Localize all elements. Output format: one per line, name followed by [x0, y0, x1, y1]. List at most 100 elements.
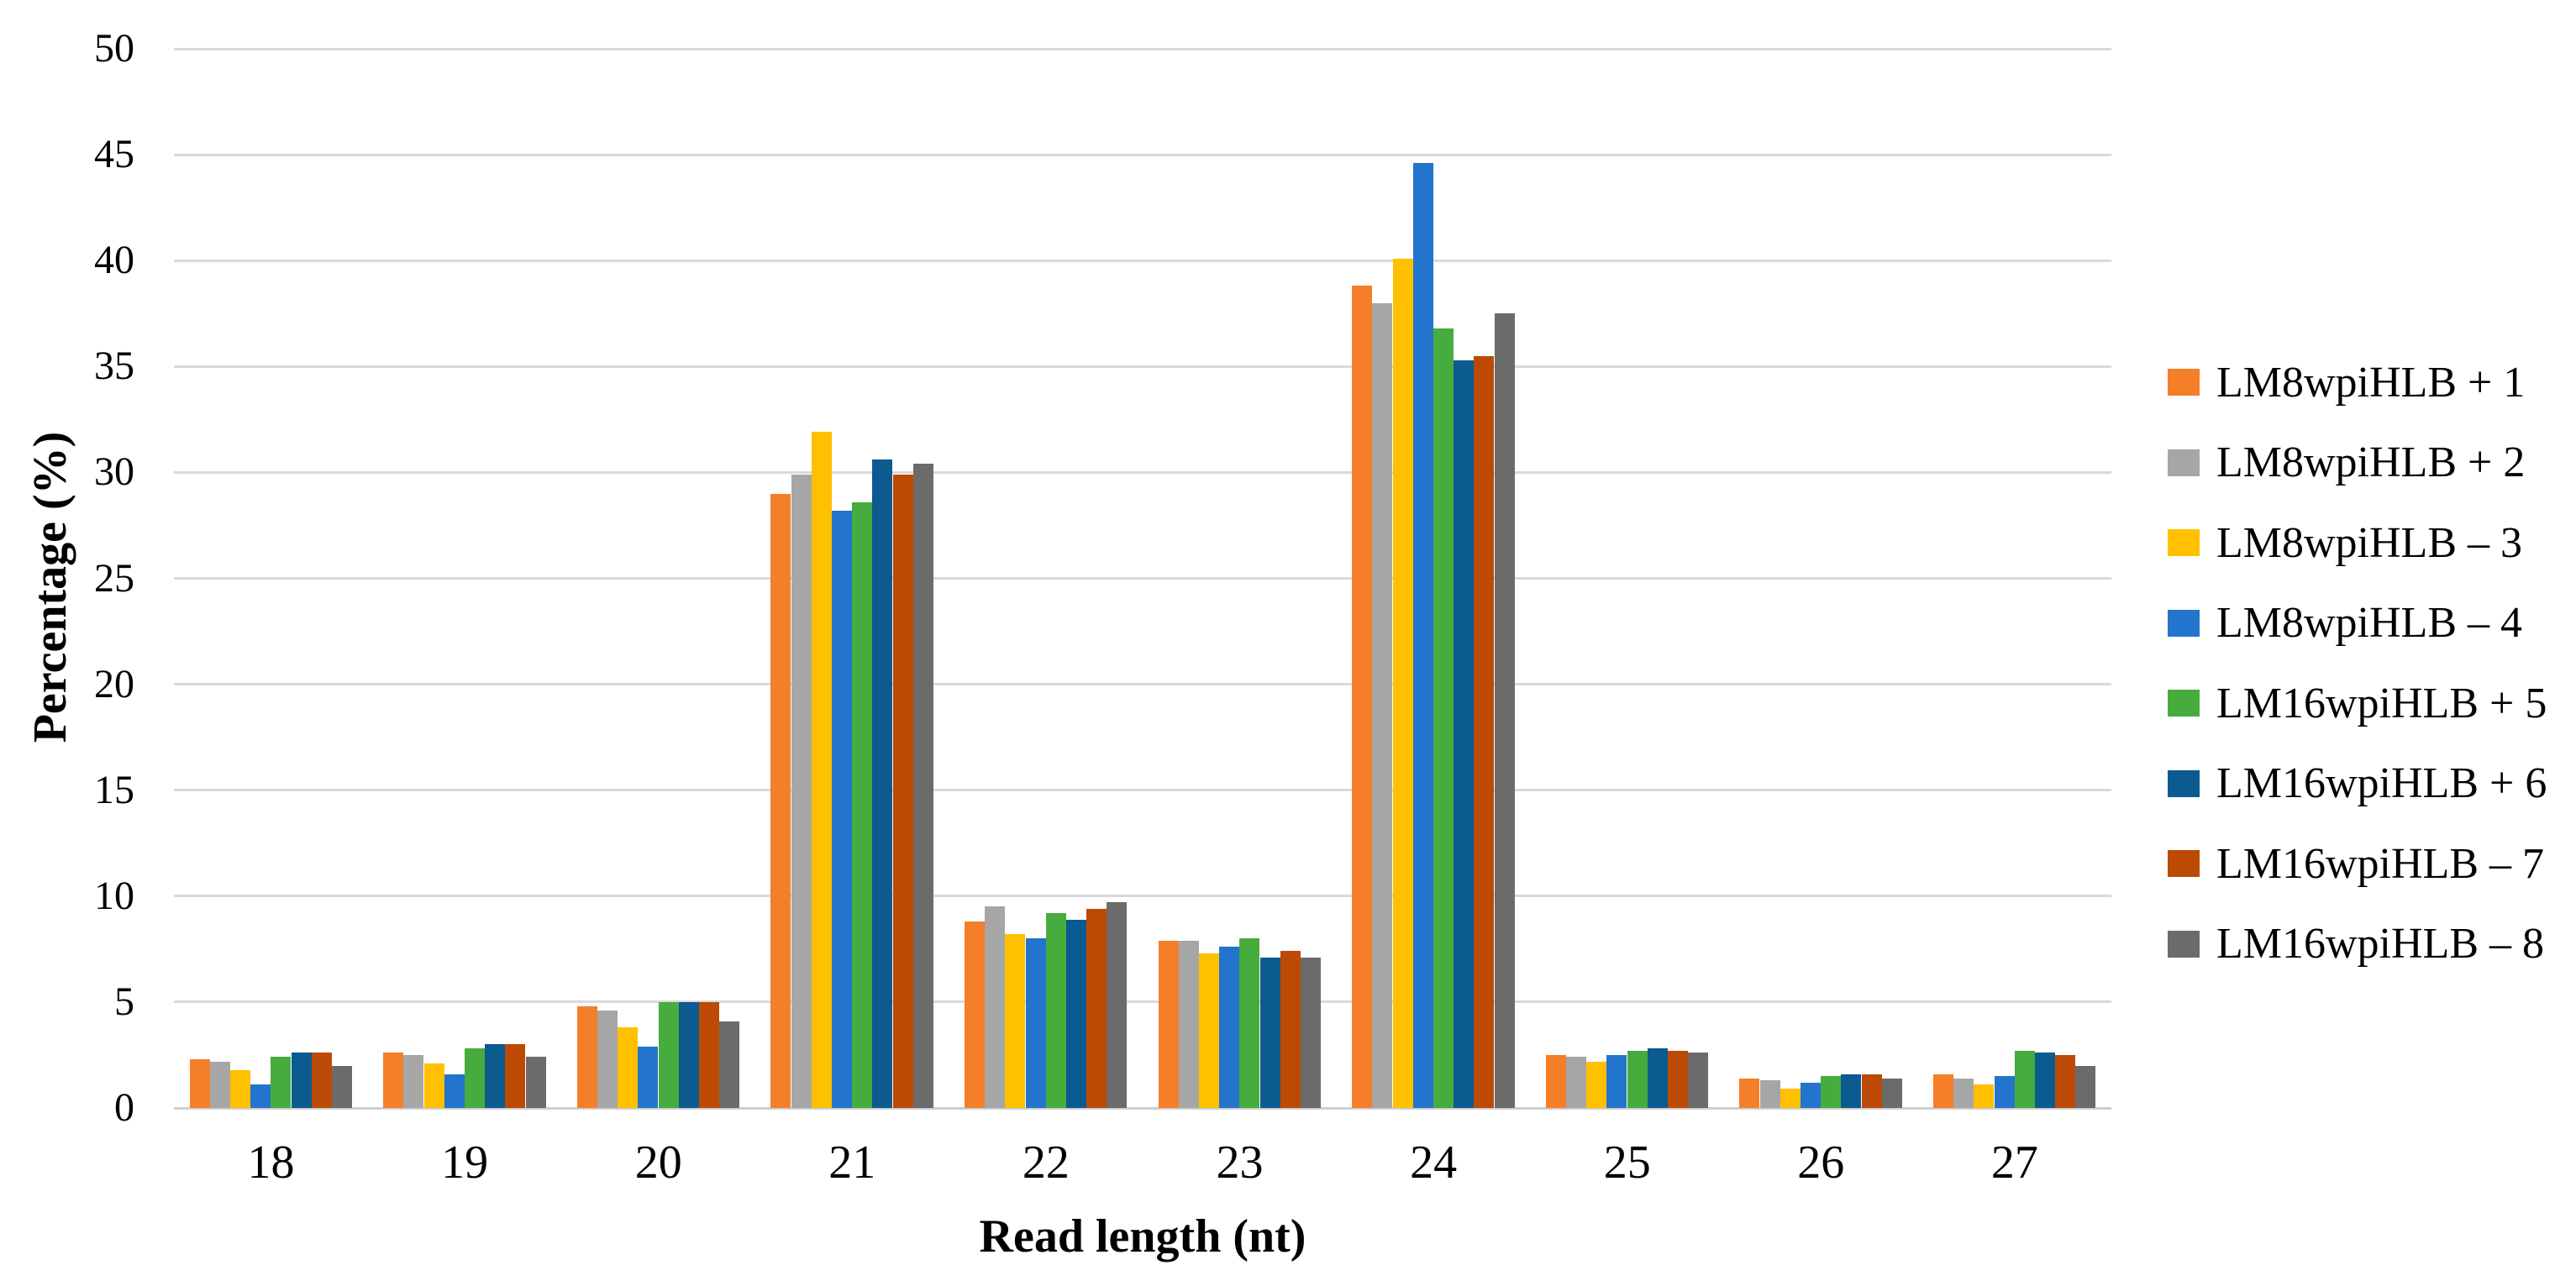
bar [1861, 1074, 1882, 1108]
y-tick-label: 15 [94, 767, 134, 812]
bar [1158, 940, 1179, 1108]
bar [1647, 1048, 1668, 1108]
bar [770, 493, 791, 1108]
x-axis-title: Read length (nt) [979, 1210, 1306, 1263]
bar [811, 432, 832, 1108]
bar [852, 501, 873, 1108]
x-axis-line [174, 1106, 2111, 1110]
bar [1688, 1053, 1709, 1108]
bar [1841, 1074, 1862, 1108]
bar [1065, 919, 1087, 1108]
x-tick-label: 26 [1797, 1137, 1845, 1189]
y-tick-label: 25 [94, 555, 134, 601]
y-tick-label: 30 [94, 449, 134, 495]
legend-label: LM8wpiHLB + 2 [2216, 438, 2526, 486]
bar [1280, 951, 1301, 1108]
bar [423, 1063, 444, 1108]
bar [1433, 328, 1454, 1108]
gridline [174, 365, 2111, 368]
gridline [174, 259, 2111, 262]
bar [1300, 957, 1322, 1108]
legend-swatch-icon [2168, 850, 2200, 877]
bar [505, 1044, 526, 1108]
bar [1759, 1080, 1780, 1108]
bar [1821, 1076, 1842, 1108]
x-tick-label: 18 [247, 1137, 295, 1189]
legend-swatch-icon [2168, 930, 2200, 958]
legend-item: LM8wpiHLB – 3 [2168, 516, 2522, 570]
bar [698, 1001, 720, 1108]
legend-label: LM16wpiHLB + 6 [2216, 759, 2547, 807]
bar [291, 1053, 312, 1108]
legend-label: LM8wpiHLB – 3 [2216, 518, 2522, 567]
legend-swatch-icon [2168, 609, 2200, 637]
bar [892, 474, 913, 1108]
bar [2034, 1053, 2056, 1108]
bar [985, 906, 1006, 1108]
bar [1392, 258, 1413, 1108]
legend-item: LM8wpiHLB + 1 [2168, 355, 2525, 409]
bar [1606, 1054, 1627, 1108]
bar [1667, 1050, 1689, 1108]
bar [1239, 938, 1260, 1108]
legend-item: LM8wpiHLB – 4 [2168, 596, 2522, 650]
plot-area [174, 47, 2111, 1110]
x-tick-label: 19 [441, 1137, 489, 1189]
legend-label: LM16wpiHLB – 8 [2216, 920, 2544, 968]
bar [1412, 163, 1433, 1108]
y-tick-label: 0 [114, 1085, 134, 1130]
x-tick-label: 21 [828, 1137, 876, 1189]
bar [1454, 360, 1475, 1108]
bar [719, 1021, 740, 1108]
bar [1627, 1050, 1648, 1108]
bar [872, 459, 893, 1108]
x-tick-label: 25 [1603, 1137, 1651, 1189]
bar [1800, 1082, 1822, 1108]
bar [1881, 1078, 1902, 1108]
bar [1178, 940, 1199, 1108]
x-tick-label: 24 [1410, 1137, 1458, 1189]
bar [1086, 908, 1107, 1108]
bar [1974, 1084, 1995, 1108]
bar [1780, 1089, 1801, 1108]
legend-swatch-icon [2168, 529, 2200, 556]
bar [229, 1069, 251, 1108]
legend-item: LM16wpiHLB – 7 [2168, 837, 2544, 890]
bar [464, 1048, 486, 1108]
bar [1545, 1054, 1566, 1108]
bar [1005, 934, 1026, 1108]
bar [1198, 953, 1220, 1108]
bar [1739, 1078, 1760, 1108]
gridline [174, 789, 2111, 792]
bar [271, 1057, 292, 1108]
legend-swatch-icon [2168, 369, 2200, 396]
gridline [174, 577, 2111, 580]
gridline [174, 683, 2111, 686]
bar [1494, 313, 1515, 1108]
x-tick-label: 20 [634, 1137, 682, 1189]
bar [1107, 902, 1128, 1108]
bar [1219, 947, 1240, 1108]
gridline [174, 895, 2111, 898]
bar [678, 1001, 699, 1108]
legend-item: LM16wpiHLB + 6 [2168, 757, 2547, 811]
legend-swatch-icon [2168, 690, 2200, 717]
bar [1565, 1057, 1587, 1108]
bar [209, 1061, 230, 1108]
y-tick-label: 5 [114, 979, 134, 1024]
y-tick-label: 35 [94, 344, 134, 389]
y-tick-label: 20 [94, 661, 134, 706]
bar [658, 1001, 679, 1108]
legend: LM8wpiHLB + 1 LM8wpiHLB + 2 LM8wpiHLB – 3 L… [2168, 0, 2576, 1281]
legend-item: LM16wpiHLB + 5 [2168, 676, 2547, 730]
bar [331, 1065, 353, 1108]
y-tick-label: 40 [94, 238, 134, 283]
legend-label: LM16wpiHLB – 7 [2216, 839, 2544, 888]
bar [1953, 1078, 1974, 1108]
bar [403, 1054, 424, 1108]
bar [1932, 1074, 1954, 1108]
gridline [174, 153, 2111, 156]
gridline [174, 47, 2111, 50]
x-tick-label: 27 [1990, 1137, 2038, 1189]
